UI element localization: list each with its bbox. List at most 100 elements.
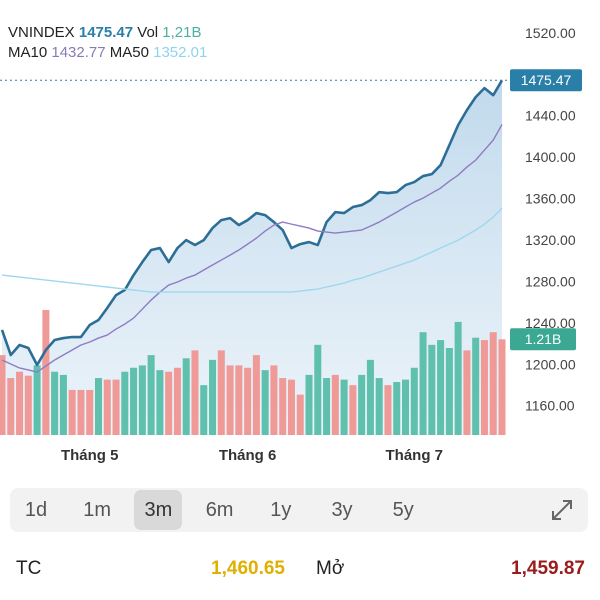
- volume-bar: [121, 371, 129, 435]
- volume-bar: [191, 350, 199, 435]
- header-line-1: VNINDEX 1475.47 Vol 1,21B: [8, 24, 202, 41]
- line-ma10: [1, 124, 503, 373]
- volume-bar: [138, 365, 146, 435]
- chart: 1160.00 1200.00 1240.00 1280.00 1320.00 1360.…: [0, 25, 582, 464]
- volume-bar: [472, 337, 480, 435]
- volume-bar: [428, 344, 436, 435]
- volume-bar: [287, 379, 295, 435]
- line-ma50: [1, 207, 503, 293]
- volume-bar: [437, 340, 445, 435]
- volume-bar: [410, 367, 418, 435]
- stat-value: 1,459.87: [511, 558, 585, 579]
- volume-bar: [480, 340, 488, 435]
- y-tick-label: 1240.00: [525, 315, 576, 331]
- volume-bar: [86, 389, 94, 435]
- y-tick-label: 1440.00: [525, 108, 576, 124]
- volume-bar: [200, 385, 208, 435]
- x-tick-label: Tháng 7: [386, 447, 444, 464]
- stat-label: Mở: [316, 558, 345, 579]
- volume-bar: [340, 379, 348, 435]
- volume-bar: [305, 374, 313, 435]
- ma50-value: 1352.01: [153, 44, 208, 61]
- range-button[interactable]: 1d: [24, 499, 48, 521]
- volume-bar: [358, 374, 366, 435]
- volume-bar: [209, 359, 217, 435]
- vol-name: Vol: [137, 24, 159, 41]
- volume-bar: [498, 339, 506, 435]
- ma10-name: MA10: [8, 44, 48, 61]
- volume-bar: [261, 370, 269, 435]
- y-tick-label: 1360.00: [525, 191, 576, 207]
- volume-bar: [375, 378, 383, 435]
- volume-bar: [103, 379, 111, 435]
- volume-bar: [51, 371, 59, 435]
- volume-bar: [94, 378, 102, 435]
- x-tick-label: Tháng 6: [219, 447, 277, 464]
- header-line-2: MA10 1432.77 MA50 1352.01: [8, 44, 207, 61]
- volume-bar: [33, 365, 41, 435]
- volume-bar: [0, 355, 6, 435]
- last-price-label: 1475.47: [521, 72, 572, 88]
- volume-bar: [296, 394, 304, 435]
- range-button[interactable]: 3y: [331, 499, 353, 521]
- volume-bar: [7, 378, 15, 435]
- y-tick-label: 1280.00: [525, 273, 576, 289]
- volume-tag-label: 1.21B: [525, 331, 562, 347]
- ma50-name: MA50: [109, 44, 149, 61]
- range-button[interactable]: 6m: [205, 499, 234, 521]
- volume-bar: [393, 382, 401, 435]
- last-price-tag: [510, 69, 582, 92]
- volume-bar: [77, 389, 85, 435]
- price-area: [2, 80, 502, 436]
- volume-bar: [454, 321, 462, 435]
- volume-bar: [489, 332, 497, 435]
- stat-value: 1,460.65: [211, 558, 285, 579]
- volume-bar: [270, 365, 278, 435]
- volume-bar: [279, 378, 287, 435]
- volume-bar: [147, 355, 155, 435]
- expand-icon[interactable]: [550, 498, 574, 522]
- stat-label: TC: [16, 558, 42, 579]
- line-vnindex: [0, 79, 504, 367]
- y-tick-label: 1520.00: [525, 25, 576, 41]
- volume-bar: [59, 374, 67, 435]
- volume-bar: [130, 367, 138, 435]
- volume-bar: [112, 379, 120, 435]
- volume-bar: [366, 359, 374, 435]
- volume-bar: [182, 358, 190, 435]
- volume-bar: [323, 378, 331, 435]
- last-price: 1475.47: [78, 24, 134, 41]
- y-tick-label: 1200.00: [525, 356, 576, 372]
- y-tick-label: 1160.00: [525, 398, 575, 414]
- symbol: VNINDEX: [8, 24, 75, 41]
- range-button[interactable]: 5y: [392, 499, 414, 521]
- volume-bar: [402, 379, 410, 435]
- volume-bar: [165, 371, 173, 435]
- volume-bar: [384, 385, 392, 435]
- volume-bar: [16, 371, 24, 435]
- range-bar: 1d 1m 3m 6m 1y 3y 5y: [10, 488, 588, 532]
- volume-bar: [156, 370, 164, 435]
- volume-bar: [331, 374, 339, 435]
- volume-bar: [226, 365, 234, 435]
- volume-bar: [68, 389, 76, 435]
- volume-bar: [445, 348, 453, 435]
- volume-bar: [252, 355, 260, 435]
- vol-value: 1,21B: [162, 24, 202, 41]
- range-button[interactable]: 3m: [134, 490, 183, 530]
- volume-bar: [24, 375, 32, 435]
- y-tick-label: 1400.00: [525, 149, 576, 165]
- volume-bar: [217, 350, 225, 435]
- volume-bar: [419, 332, 427, 435]
- range-button[interactable]: 1m: [83, 499, 112, 521]
- range-button[interactable]: 1y: [270, 499, 292, 521]
- volume-bar: [42, 310, 50, 435]
- volume-bar: [173, 367, 181, 435]
- volume-bar: [244, 367, 252, 435]
- volume-bar: [463, 350, 471, 435]
- volume-bar: [349, 385, 357, 435]
- volume-tag: [510, 328, 576, 351]
- ma10-value: 1432.77: [51, 44, 106, 61]
- x-tick-label: Tháng 5: [61, 447, 119, 464]
